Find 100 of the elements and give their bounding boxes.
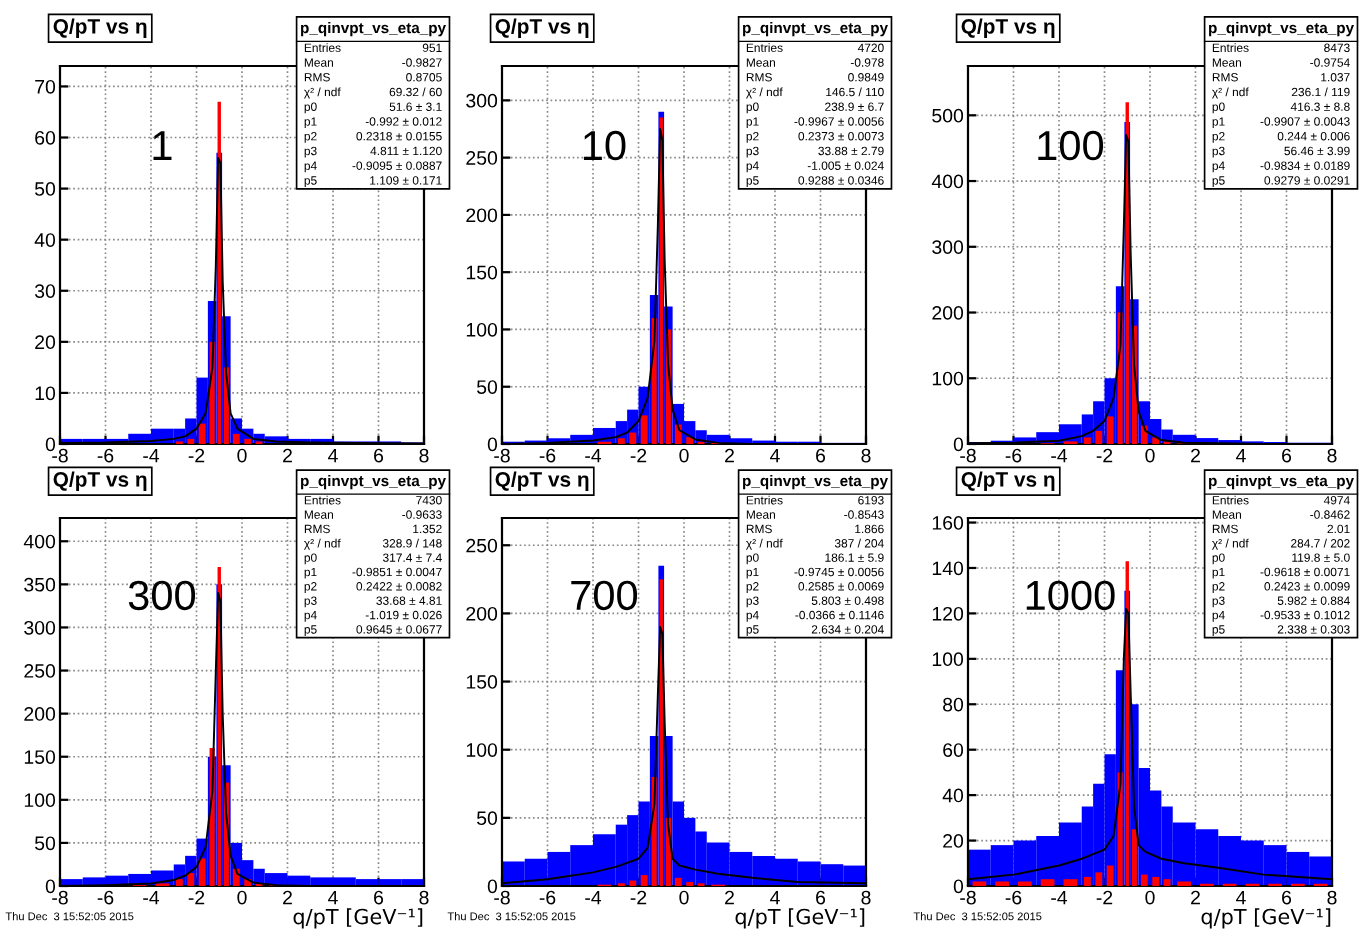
x-tick-label: -8 [494, 890, 510, 905]
y-tick-label: 500 [932, 108, 964, 123]
x-tick-label: -4 [585, 448, 602, 463]
annotation: 300 [128, 580, 196, 611]
x-tick-label: 8 [419, 890, 429, 905]
x-tick-label: -4 [585, 890, 602, 905]
y-tick-label: 60 [35, 130, 56, 145]
y-tick-label: 60 [943, 743, 964, 757]
y-tick-label: 300 [24, 620, 56, 635]
y-tick-label: 160 [932, 516, 964, 530]
x-tick-label: 0 [679, 448, 689, 463]
y-tick-label: 50 [34, 182, 56, 196]
x-tick-label: 0 [1145, 448, 1155, 463]
x-tick-label: -8 [494, 448, 510, 463]
y-tick-label: 0 [487, 879, 498, 894]
x-tick-label: -6 [1005, 448, 1022, 463]
y-tick-label: 0 [487, 437, 498, 452]
y-tick-label: 250 [466, 151, 498, 165]
annotation: 10 [583, 130, 626, 161]
y-tick-label: 20 [35, 335, 56, 350]
y-tick-label: 200 [932, 305, 964, 320]
x-axis-title: q/pT [GeV⁻¹] [293, 908, 423, 929]
x-tick-label: 8 [861, 890, 871, 905]
x-tick-label: -4 [1051, 890, 1068, 905]
x-tick-label: 6 [816, 890, 826, 905]
x-axis-title: q/pT [GeV⁻¹] [735, 908, 865, 929]
y-tick-label: 0 [45, 437, 56, 452]
x-tick-label: 8 [1327, 890, 1337, 905]
y-tick-label: 200 [466, 208, 498, 223]
chart-title: Q/pT vs η [53, 471, 147, 491]
y-tick-label: 140 [932, 561, 964, 576]
x-tick-label: 2 [1191, 448, 1200, 463]
y-tick-label: 100 [932, 652, 964, 667]
y-tick-label: 50 [476, 811, 498, 826]
x-tick-label: 6 [816, 448, 826, 463]
x-tick-label: 2 [283, 890, 292, 905]
y-tick-label: 120 [932, 606, 964, 621]
y-tick-label: 100 [466, 743, 498, 757]
y-tick-label: 80 [943, 697, 964, 712]
x-tick-label: 6 [1282, 890, 1292, 905]
y-tick-label: 30 [34, 284, 56, 298]
x-tick-label: -4 [143, 890, 160, 905]
y-tick-label: 0 [953, 879, 964, 894]
x-tick-label: -8 [960, 890, 976, 905]
y-tick-label: 150 [466, 265, 498, 280]
x-tick-label: 4 [328, 448, 338, 463]
x-tick-label: -2 [630, 448, 647, 463]
y-tick-label: 250 [24, 664, 56, 678]
y-tick-label: 100 [466, 322, 498, 337]
y-tick-label: 50 [34, 836, 56, 851]
x-tick-label: 2 [283, 448, 292, 463]
x-tick-label: -6 [539, 890, 556, 905]
x-tick-label: 0 [1145, 890, 1155, 905]
y-tick-label: 0 [953, 437, 964, 452]
y-tick-label: 70 [35, 79, 56, 94]
x-tick-label: 0 [679, 890, 689, 905]
annotation: 1000 [1026, 580, 1115, 611]
y-tick-label: 40 [942, 788, 964, 803]
y-tick-label: 50 [476, 380, 498, 394]
y-tick-label: 20 [943, 834, 964, 848]
y-tick-label: 200 [466, 606, 498, 621]
annotation: 100 [1038, 130, 1104, 161]
y-tick-label: 300 [932, 240, 964, 255]
x-tick-label: 8 [861, 448, 871, 463]
x-tick-label: 2 [725, 448, 734, 463]
x-tick-label: 4 [770, 448, 780, 463]
y-tick-label: 350 [24, 577, 56, 592]
x-tick-label: -6 [97, 890, 114, 905]
x-tick-label: -2 [188, 890, 205, 905]
y-tick-label: 200 [24, 707, 56, 721]
x-tick-label: -2 [188, 448, 205, 463]
annotation: 1 [153, 131, 172, 160]
chart-title: Q/pT vs η [961, 471, 1055, 491]
y-tick-label: 400 [23, 534, 56, 549]
x-tick-label: -6 [539, 448, 556, 463]
y-tick-label: 100 [932, 371, 964, 386]
y-tick-label: 0 [45, 879, 56, 894]
y-tick-label: 10 [35, 386, 56, 401]
x-tick-label: 0 [237, 448, 247, 463]
x-tick-label: 4 [770, 890, 780, 905]
x-tick-label: 2 [1191, 890, 1200, 905]
y-tick-label: 100 [24, 793, 56, 808]
x-tick-label: 4 [1236, 890, 1246, 905]
x-tick-label: -2 [630, 890, 647, 905]
x-tick-label: -2 [1096, 448, 1113, 463]
x-tick-label: 0 [237, 890, 247, 905]
x-tick-label: 6 [374, 890, 384, 905]
x-tick-label: -8 [960, 448, 976, 463]
x-tick-label: 6 [1282, 448, 1292, 463]
x-tick-label: -4 [1051, 448, 1068, 463]
x-tick-label: 8 [1327, 448, 1337, 463]
x-tick-label: -8 [52, 448, 68, 463]
chart-title: Q/pT vs η [495, 18, 589, 38]
y-tick-label: 150 [24, 750, 56, 764]
x-tick-label: 4 [1236, 448, 1246, 463]
chart-title: Q/pT vs η [961, 18, 1055, 38]
y-tick-label: 250 [466, 538, 498, 553]
x-tick-label: -2 [1096, 890, 1113, 905]
x-tick-label: -8 [52, 890, 68, 905]
x-tick-label: 8 [419, 448, 429, 463]
